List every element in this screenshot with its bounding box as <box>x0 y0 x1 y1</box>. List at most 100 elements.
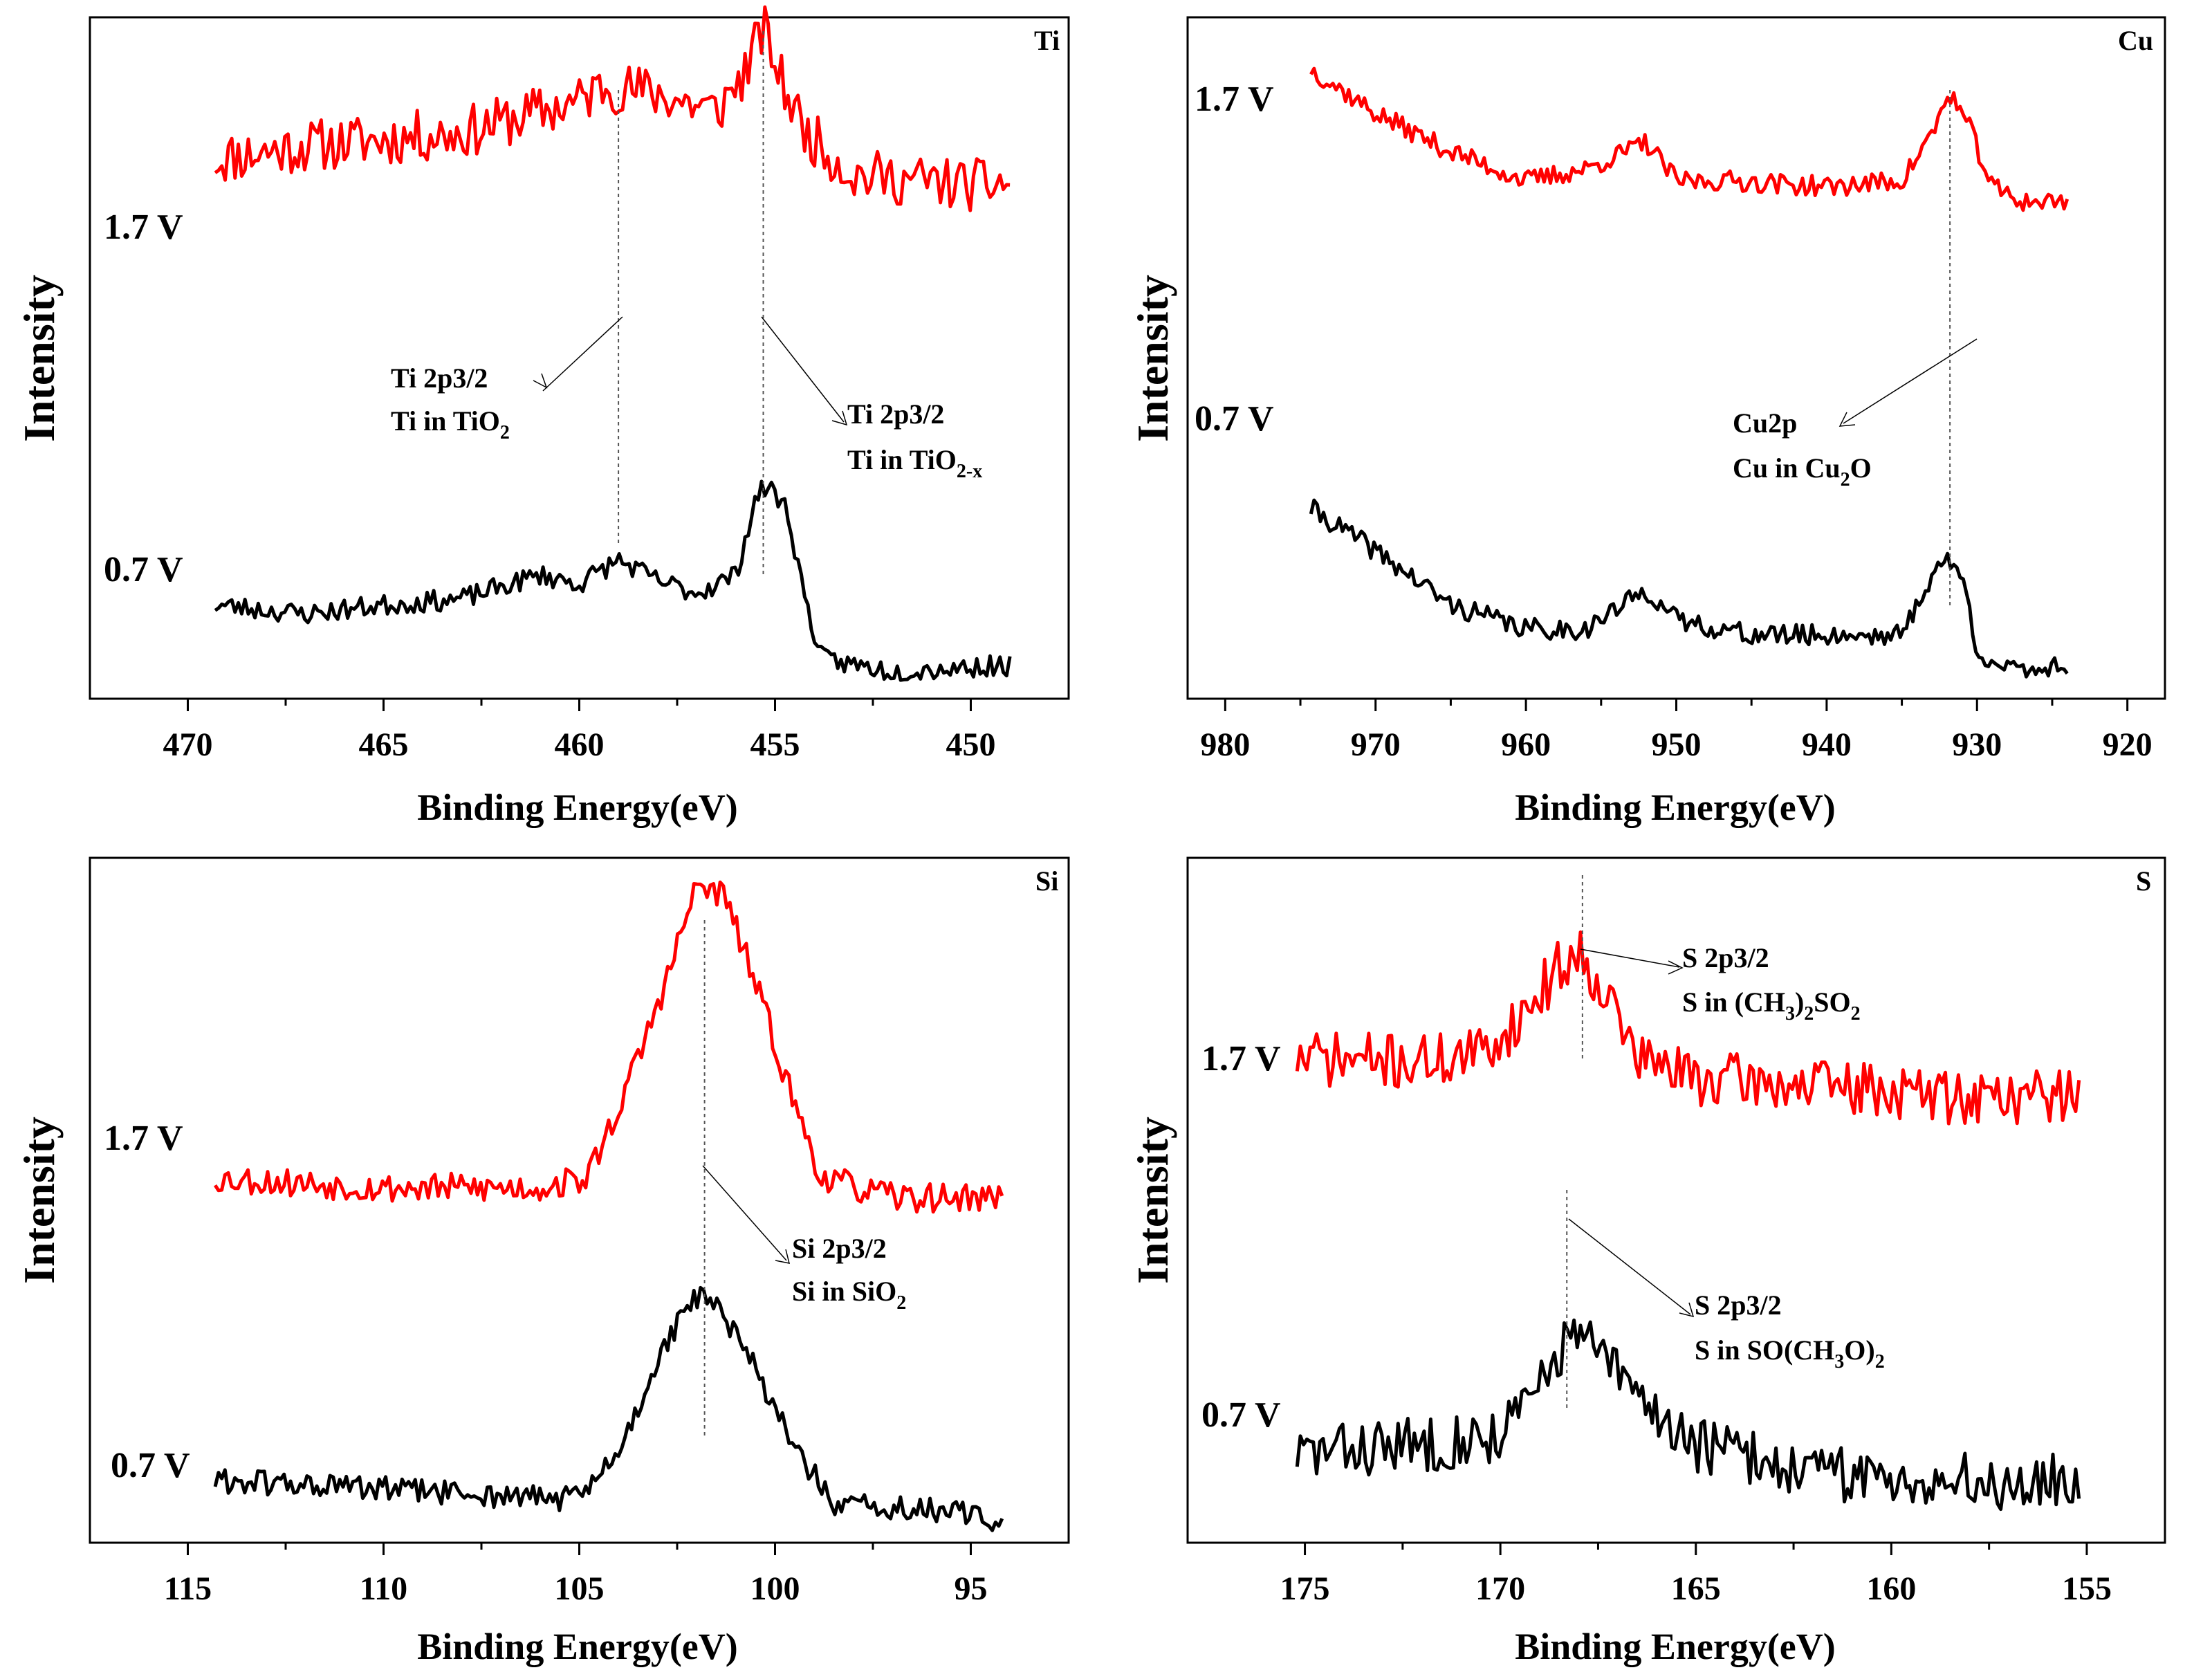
x-tick-label: 165 <box>1671 1570 1721 1607</box>
annotation-si-line1: Si 2p3/2 <box>792 1233 887 1264</box>
y-axis-title: Intensity <box>15 1117 64 1284</box>
annotation-ti-tio2-line1: Ti 2p3/2 <box>391 363 488 394</box>
series-label-1-7v: 1.7 V <box>1195 80 1274 119</box>
annotation-s-sulfone-formula-b: ) <box>1795 987 1804 1018</box>
x-tick-label: 930 <box>1952 726 2002 763</box>
annotation-ti-tio2x-line2: Ti in TiO2-x <box>847 444 982 482</box>
y-axis-title: Intensity <box>1128 1117 1177 1284</box>
annotation-arrow-s-sulfone <box>1580 948 1680 968</box>
series-line-1-7-v <box>214 5 1011 212</box>
y-axis-title: Intensity <box>15 275 64 442</box>
annotation-arrow-ti-tio2 <box>542 316 623 392</box>
x-tick-label: 465 <box>359 726 409 763</box>
x-tick-label: 105 <box>555 1570 605 1607</box>
annotation-cu-formula: Cu in Cu <box>1733 452 1841 484</box>
x-tick-label: 155 <box>2062 1570 2112 1607</box>
x-tick-label: 170 <box>1475 1570 1525 1607</box>
series-line-1-7-v <box>1295 930 2081 1126</box>
annotation-cu-end: O <box>1850 452 1872 484</box>
series-label-0-7v: 0.7 V <box>104 550 183 589</box>
annotation-ti-tio2x-line1: Ti 2p3/2 <box>847 398 944 430</box>
annotation-s-sulfite-line2: S in SO(CH3O)2 <box>1695 1334 1885 1373</box>
x-tick-label: 455 <box>750 726 800 763</box>
panel-si: 115 110 105 100 95 Si 1.7 V 0.7 V Binding En… <box>15 856 1070 1667</box>
annotation-s-sulfone-line2: S in (CH3)2SO2 <box>1682 987 1861 1025</box>
panel-s: 175 170 165 160 155 S 1.7 V 0.7 V Binding En… <box>1128 856 2166 1667</box>
series-line-0-7-v <box>214 479 1012 682</box>
annotation-cu-line1: Cu2p <box>1733 407 1797 439</box>
x-tick-label: 95 <box>955 1570 988 1607</box>
annotation-si-sub: 2 <box>896 1292 906 1314</box>
annotation-s-sulfone-formula-a: S in (CH <box>1682 987 1785 1018</box>
x-tick-label: 960 <box>1501 726 1551 763</box>
annotation-arrow-cu <box>1843 338 1978 424</box>
series-label-1-7v: 1.7 V <box>1201 1039 1281 1079</box>
annotation-s-sulfone-line1: S 2p3/2 <box>1682 942 1769 973</box>
x-tick-label: 970 <box>1351 726 1401 763</box>
annotation-s-sulfone-formula-c: SO <box>1814 987 1850 1018</box>
curves <box>213 880 1004 1532</box>
x-ticks: 980 970 960 950 940 930 920 <box>1200 699 2153 763</box>
x-ticks: 175 170 165 160 155 <box>1280 1543 2112 1607</box>
x-ticks: 115 110 105 100 95 <box>164 1543 988 1607</box>
series-line-1-7-v <box>1309 66 2070 212</box>
series-label-1-7v: 1.7 V <box>104 208 183 247</box>
element-label: S <box>2136 865 2151 897</box>
x-axis-title: Binding Energy(eV) <box>1515 787 1836 828</box>
annotation-cu-sub: 2 <box>1841 469 1850 490</box>
annotation-s-sulfone-sub-b: 2 <box>1804 1003 1814 1025</box>
curves <box>1295 875 2081 1512</box>
x-axis-title: Binding Energy(eV) <box>417 787 738 828</box>
x-tick-label: 470 <box>163 726 213 763</box>
plot-frame <box>89 16 1070 700</box>
annotation-arrowhead-s-sulfite <box>1679 1302 1695 1318</box>
x-tick-label: 950 <box>1652 726 1702 763</box>
series-label-0-7v: 0.7 V <box>1201 1395 1281 1435</box>
annotation-ti-tio2x-sub: 2-x <box>957 461 982 482</box>
x-tick-label: 450 <box>946 726 996 763</box>
panel-ti: 470 465 460 455 450 Ti 1.7 V 0.7 V Binding E… <box>15 5 1070 828</box>
plot-frame <box>1186 856 2166 1544</box>
element-label: Cu <box>2118 25 2153 56</box>
x-tick-label: 115 <box>164 1570 212 1607</box>
plot-frame <box>1186 16 2166 700</box>
x-axis-title: Binding Energy(eV) <box>1515 1626 1836 1667</box>
annotation-s-sulfite-formula-a: S in SO(CH <box>1695 1334 1834 1366</box>
element-label: Si <box>1035 865 1058 897</box>
annotation-si-formula: Si in SiO <box>792 1276 896 1307</box>
curves <box>1309 66 2070 679</box>
annotation-arrowhead-si <box>775 1249 791 1264</box>
series-label-0-7v: 0.7 V <box>111 1446 190 1485</box>
annotation-si-line2: Si in SiO2 <box>792 1276 906 1314</box>
annotation-s-sulfite-sub-b: 2 <box>1875 1351 1885 1373</box>
annotation-s-sulfone-sub-a: 3 <box>1785 1003 1795 1025</box>
annotation-ti-tio2-formula: Ti in TiO <box>391 405 500 437</box>
curves <box>214 5 1012 682</box>
series-line-0-7-v <box>1309 498 2069 679</box>
y-axis-title: Intensity <box>1128 275 1177 442</box>
x-tick-label: 110 <box>360 1570 407 1607</box>
annotation-s-sulfite-line1: S 2p3/2 <box>1695 1290 1782 1321</box>
annotation-s-sulfone-sub-c: 2 <box>1851 1003 1861 1025</box>
annotation-cu-line2: Cu in Cu2O <box>1733 452 1872 490</box>
series-line-0-7-v <box>1295 1318 2081 1512</box>
x-tick-label: 160 <box>1866 1570 1916 1607</box>
x-ticks: 470 465 460 455 450 <box>163 699 996 763</box>
x-tick-label: 980 <box>1200 726 1250 763</box>
annotation-ti-tio2x-formula: Ti in TiO <box>847 444 957 475</box>
series-line-0-7-v <box>213 1285 1004 1532</box>
x-tick-label: 920 <box>2103 726 2153 763</box>
x-tick-label: 460 <box>555 726 605 763</box>
annotation-arrowhead-cu <box>1838 412 1856 427</box>
annotation-s-sulfite-formula-b: O) <box>1844 1334 1874 1366</box>
series-line-1-7-v <box>213 880 1004 1214</box>
annotation-arrow-s-sulfite <box>1568 1218 1691 1315</box>
series-label-1-7v: 1.7 V <box>104 1119 183 1158</box>
x-tick-label: 940 <box>1802 726 1852 763</box>
element-label: Ti <box>1034 25 1060 56</box>
x-tick-label: 100 <box>750 1570 800 1607</box>
annotation-ti-tio2-sub: 2 <box>500 422 510 443</box>
annotation-ti-tio2-line2: Ti in TiO2 <box>391 405 510 443</box>
series-label-0-7v: 0.7 V <box>1195 399 1274 439</box>
